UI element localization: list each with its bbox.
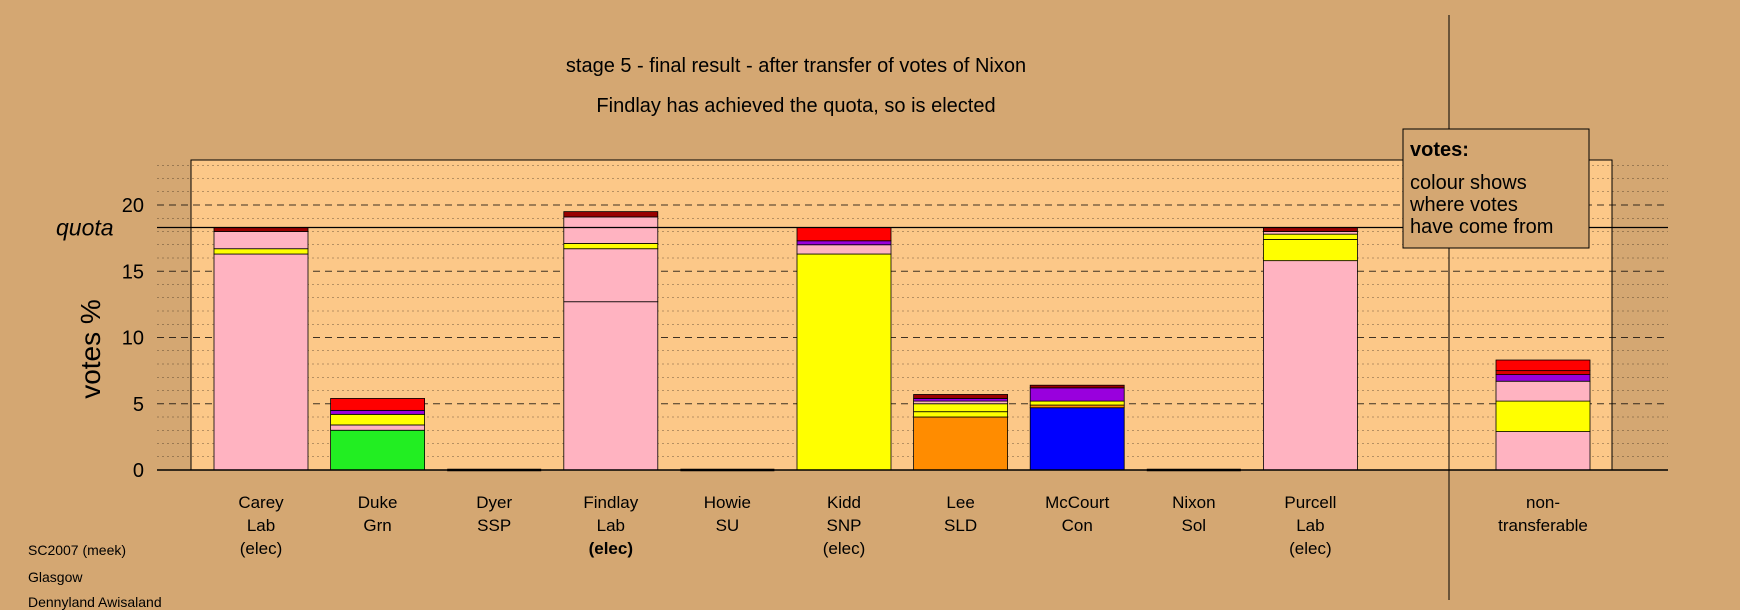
bars bbox=[213, 211, 1591, 472]
kidd-bar bbox=[796, 227, 892, 471]
y-tick-label: 5 bbox=[133, 394, 144, 416]
findlay-segment-lab bbox=[563, 301, 659, 471]
mccourt-label-name: McCourt bbox=[1045, 493, 1110, 512]
duke-segment-snp bbox=[330, 413, 426, 426]
duke-segment-su bbox=[330, 409, 426, 415]
nixon-label-party: Sol bbox=[1182, 516, 1207, 535]
findlay-label-name: Findlay bbox=[583, 493, 638, 512]
duke-segment-grn bbox=[330, 429, 426, 471]
chart-title: stage 5 - final result - after transfer … bbox=[566, 55, 1026, 77]
y-tick-label: 20 bbox=[122, 195, 144, 217]
duke-label-party: Grn bbox=[363, 516, 391, 535]
non-transferable-segment-lab bbox=[1495, 431, 1591, 471]
plot-panel bbox=[190, 159, 1613, 471]
howie-label-party: SU bbox=[716, 516, 740, 535]
kidd-label-status: (elec) bbox=[823, 539, 866, 558]
findlay-bar bbox=[563, 211, 659, 471]
lee-segment-sld bbox=[913, 416, 1008, 471]
lee-segment-snp bbox=[913, 403, 1008, 413]
mccourt-segment-other bbox=[1029, 384, 1125, 389]
carey-segment-snp bbox=[213, 248, 309, 255]
kidd-segment-snp bbox=[796, 253, 892, 471]
legend-box: votes: colour shows where votes have com… bbox=[1402, 128, 1590, 249]
howie-label-name: Howie bbox=[704, 493, 751, 512]
mccourt-bar bbox=[1029, 384, 1125, 471]
y-tick-label: 0 bbox=[133, 460, 144, 482]
legend-line-2: where votes bbox=[1409, 194, 1518, 216]
duke-segment-ssp bbox=[330, 398, 426, 411]
dyer-label-name: Dyer bbox=[476, 493, 512, 512]
lee-bar bbox=[913, 394, 1008, 471]
kidd-segment-ssp bbox=[796, 227, 892, 242]
purcell-segment-snp bbox=[1263, 239, 1358, 262]
quota-label: quota bbox=[56, 215, 114, 241]
legend-line-3: have come from bbox=[1410, 216, 1553, 238]
non-transferable-label-line-1: non- bbox=[1526, 493, 1560, 512]
duke-segment-lab bbox=[330, 424, 426, 431]
non-transferable-label-line-2: transferable bbox=[1498, 516, 1588, 535]
lee-label-party: SLD bbox=[944, 516, 977, 535]
footer-line-3: Dennyland Awisaland bbox=[28, 594, 162, 610]
legend-line-1: colour shows bbox=[1410, 172, 1527, 194]
nixon-label-name: Nixon bbox=[1172, 493, 1215, 512]
non-transferable-segment-lab bbox=[1495, 380, 1591, 402]
lee-segment-snp bbox=[913, 411, 1008, 418]
footer-line-2: Glasgow bbox=[28, 569, 83, 585]
findlay-label-status: (elec) bbox=[589, 539, 633, 558]
non-transferable-bar bbox=[1495, 359, 1591, 471]
non-transferable-segment-ssp bbox=[1495, 359, 1591, 372]
findlay-segment-snp bbox=[563, 243, 659, 250]
carey-segment-lab bbox=[213, 231, 309, 250]
lee-segment-other bbox=[913, 394, 1008, 399]
carey-label-party: Lab bbox=[247, 516, 275, 535]
non-transferable-segment-sol bbox=[1495, 370, 1591, 375]
y-tick-label: 10 bbox=[122, 328, 144, 350]
duke-bar bbox=[330, 398, 426, 471]
purcell-label-name: Purcell bbox=[1284, 493, 1336, 512]
purcell-label-party: Lab bbox=[1296, 516, 1324, 535]
mccourt-segment-snp bbox=[1029, 400, 1125, 406]
legend-background bbox=[1402, 128, 1590, 249]
y-axis: 0 5 10 15 20 bbox=[122, 195, 144, 482]
chart-subtitle: Findlay has achieved the quota, so is el… bbox=[596, 95, 995, 117]
carey-segment-lab bbox=[213, 253, 309, 471]
purcell-segment-snp bbox=[1263, 233, 1358, 240]
purcell-segment-lab bbox=[1263, 260, 1358, 471]
carey-label-status: (elec) bbox=[240, 539, 283, 558]
findlay-segment-other bbox=[563, 211, 659, 218]
y-tick-label: 15 bbox=[122, 261, 144, 283]
mccourt-segment-con bbox=[1029, 407, 1125, 471]
carey-bar bbox=[213, 227, 309, 471]
x-axis-labels: Carey Lab (elec) Duke Grn Dyer SSP Findlay Lab (e… bbox=[238, 493, 1588, 558]
y-axis-title: votes % bbox=[75, 299, 106, 399]
findlay-label-party: Lab bbox=[597, 516, 625, 535]
dyer-label-party: SSP bbox=[477, 516, 511, 535]
non-transferable-segment-su bbox=[1495, 374, 1591, 382]
mccourt-segment-su bbox=[1029, 387, 1125, 402]
purcell-label-status: (elec) bbox=[1289, 539, 1332, 558]
purcell-bar bbox=[1263, 227, 1358, 471]
legend-heading: votes: bbox=[1410, 139, 1469, 161]
kidd-label-party: SNP bbox=[827, 516, 862, 535]
kidd-segment-su bbox=[796, 240, 892, 246]
kidd-label-name: Kidd bbox=[827, 493, 861, 512]
findlay-segment-lab bbox=[563, 216, 659, 244]
mccourt-label-party: Con bbox=[1062, 516, 1093, 535]
findlay-segment-lab bbox=[563, 248, 659, 303]
duke-label-name: Duke bbox=[358, 493, 398, 512]
kidd-segment-lab bbox=[796, 244, 892, 255]
footer-line-1: SC2007 (meek) bbox=[28, 542, 127, 558]
lee-label-name: Lee bbox=[946, 493, 974, 512]
non-transferable-segment-snp bbox=[1495, 400, 1591, 432]
carey-label-name: Carey bbox=[238, 493, 284, 512]
